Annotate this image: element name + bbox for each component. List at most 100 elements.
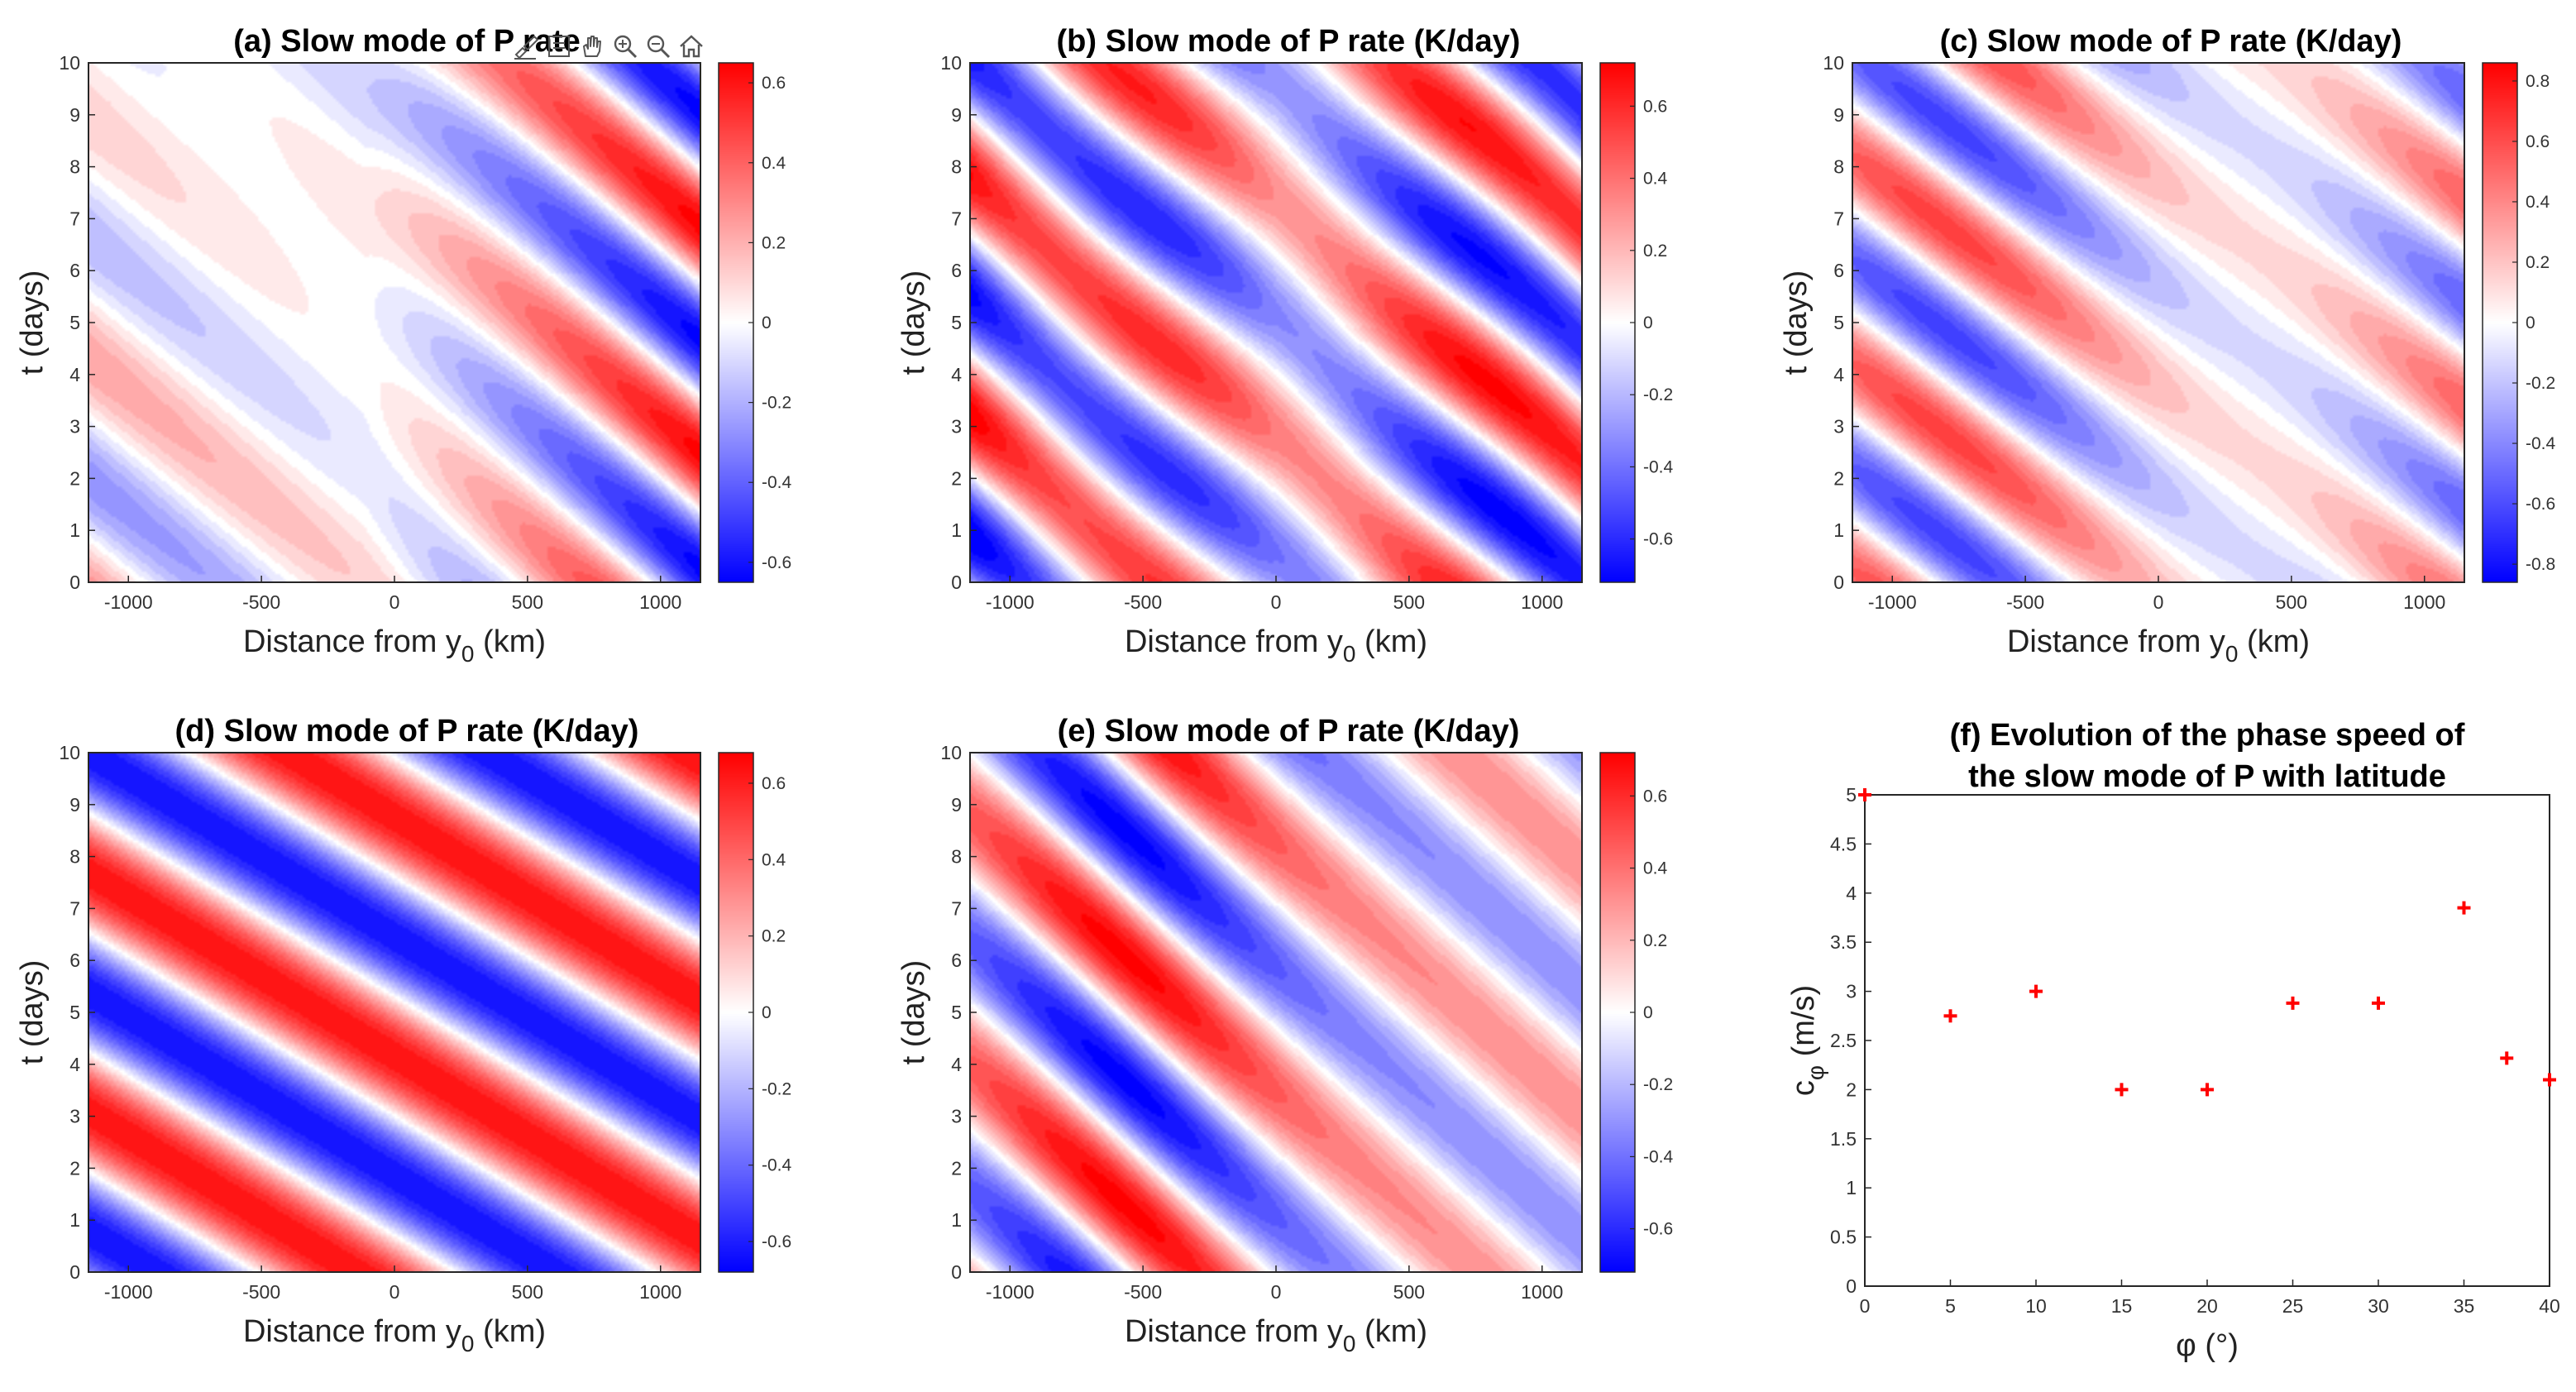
colorbar-tick-label: -0.2 <box>762 1079 791 1098</box>
colorbar-tick-label: -0.6 <box>1643 530 1673 549</box>
colorbar-tick-label: 0.2 <box>1643 931 1667 950</box>
x-tick-label: 20 <box>2196 1295 2218 1317</box>
x-tick-label: 35 <box>2454 1295 2475 1317</box>
y-tick-label: 1 <box>1833 519 1844 541</box>
y-tick-label: 3 <box>951 416 962 438</box>
y-tick-label: 1 <box>951 519 962 541</box>
home-icon[interactable] <box>676 31 706 61</box>
x-tick-label: 10 <box>2025 1295 2047 1317</box>
x-tick-label: 1000 <box>639 591 681 613</box>
x-axis-label: Distance from y0 (km) <box>1125 624 1427 667</box>
x-axis-label: Distance from y0 (km) <box>243 624 546 667</box>
y-tick-label: 5 <box>951 312 962 333</box>
y-tick-label: 4.5 <box>1830 833 1857 854</box>
x-tick-label: 1000 <box>1521 591 1563 613</box>
y-tick-label: 9 <box>951 794 962 816</box>
colorbar-tick-label: 0 <box>762 1003 772 1022</box>
datatip-icon[interactable] <box>544 31 574 61</box>
colorbar-tick-label: 0.2 <box>1643 242 1667 261</box>
data-point <box>2029 984 2043 998</box>
x-axis-label-unit: (km) <box>1356 1314 1428 1349</box>
colorbar-tick-label: -0.2 <box>762 394 791 413</box>
y-tick-label: 8 <box>1833 156 1844 178</box>
panel-a: -1000 -500 0 500 1000 0 1 2 3 4 5 6 7 8 9 10 (a) Slow mo… <box>15 24 792 667</box>
colorbar-tick-label: -0.2 <box>1643 385 1673 404</box>
colorbar-tick-label: -0.6 <box>2526 495 2555 514</box>
y-axis-label: cφ (m/s) <box>1786 985 1828 1096</box>
brush-icon[interactable] <box>511 31 541 61</box>
y-tick-label: 6 <box>69 260 80 281</box>
y-tick-label: 6 <box>951 950 962 971</box>
x-tick-label: 0 <box>2153 591 2164 613</box>
panel-d: -1000 -500 0 500 1000 0 1 2 3 4 5 6 7 8 9 10 (d) Slow mo… <box>15 714 792 1356</box>
colorbar-tick-label: -0.4 <box>1643 457 1674 476</box>
x-tick-label: 500 <box>1393 1281 1425 1303</box>
colorbar-tick-label: -0.4 <box>762 1156 792 1175</box>
y-tick-label: 8 <box>951 846 962 868</box>
colorbar-tick-label: -0.2 <box>1643 1075 1673 1094</box>
x-axis-label-main: Distance from y <box>2007 624 2225 659</box>
y-tick-label: 5 <box>69 1002 80 1023</box>
x-tick-label: -1000 <box>1868 591 1917 613</box>
x-tick-label: 500 <box>2276 591 2307 613</box>
x-tick-label: 500 <box>512 591 543 613</box>
y-tick-label: 7 <box>951 897 962 919</box>
colorbar-tick-label: 0.6 <box>762 774 786 793</box>
x-tick-label: 40 <box>2539 1295 2560 1317</box>
colorbar-tick-label: 0.2 <box>2526 253 2550 272</box>
y-tick-label: 3 <box>951 1106 962 1127</box>
x-axis-label: Distance from y0 (km) <box>2007 624 2310 667</box>
x-axis-label-unit: (km) <box>1356 624 1428 659</box>
x-tick-label: -1000 <box>986 591 1035 613</box>
y-axis-label: t (days) <box>15 270 50 376</box>
y-tick-label: 2 <box>69 467 80 489</box>
colorbar-tick-label: 0.4 <box>1643 859 1668 878</box>
y-tick-label: 2.5 <box>1830 1030 1857 1051</box>
colorbar-tick-label: -0.6 <box>762 1232 791 1251</box>
x-tick-label: 0 <box>390 1281 400 1303</box>
colorbar-tick-label: -0.4 <box>762 473 792 492</box>
y-tick-label: 5 <box>1833 312 1844 333</box>
contour-field-c <box>1852 63 2464 582</box>
y-tick-label: 2 <box>69 1157 80 1179</box>
x-axis-label-sub: 0 <box>1343 641 1356 667</box>
x-axis-label-sub: 0 <box>1343 1331 1356 1356</box>
y-tick-label: 4 <box>951 364 962 385</box>
colorbar-a: -0.6 -0.4 -0.2 0 0.2 0.4 0.6 <box>718 62 792 583</box>
x-tick-label: -1000 <box>104 1281 153 1303</box>
x-tick-label: 0 <box>1271 1281 1282 1303</box>
y-tick-label: 10 <box>1823 52 1844 74</box>
panel-e: -1000 -500 0 500 1000 0 1 2 3 4 5 6 7 8 9 10 (e) Slow mo… <box>896 714 1674 1356</box>
x-axis-label: Distance from y0 (km) <box>1125 1314 1427 1356</box>
pan-hand-icon[interactable] <box>577 31 607 61</box>
colorbar-tick-label: 0.6 <box>1643 787 1667 806</box>
y-tick-label: 7 <box>1833 208 1844 229</box>
y-tick-label: 7 <box>69 208 80 229</box>
y-tick-label: 5 <box>1846 784 1857 806</box>
y-tick-label: 9 <box>69 794 80 816</box>
colorbar-gradient <box>719 753 753 1272</box>
y-tick-label: 0 <box>69 572 80 593</box>
y-axis-label-main: c <box>1786 1080 1821 1096</box>
x-tick-label: -500 <box>1124 1281 1162 1303</box>
colorbar-gradient <box>2483 63 2517 582</box>
y-tick-label: 3 <box>69 1106 80 1127</box>
colorbar-tick-label: 0.4 <box>762 850 786 869</box>
y-tick-label: 0 <box>1846 1275 1857 1297</box>
zoom-out-icon[interactable] <box>643 31 673 61</box>
y-tick-label: 1 <box>69 1209 80 1231</box>
colorbar-tick-label: 0 <box>1643 1003 1653 1022</box>
y-tick-label: 3 <box>69 416 80 438</box>
y-tick-label: 10 <box>940 52 962 74</box>
zoom-in-icon[interactable] <box>610 31 640 61</box>
y-axis-label: t (days) <box>896 960 931 1065</box>
x-axis-label-main: Distance from y <box>243 624 461 659</box>
y-tick-label: 3 <box>1846 981 1857 1002</box>
y-tick-label: 9 <box>1833 104 1844 126</box>
y-tick-label: 4 <box>69 364 80 385</box>
y-tick-label: 10 <box>940 742 962 763</box>
x-axis-label: φ (°) <box>2176 1328 2239 1363</box>
colorbar-tick-label: 0.6 <box>762 74 786 93</box>
x-tick-label: 0 <box>390 591 400 613</box>
